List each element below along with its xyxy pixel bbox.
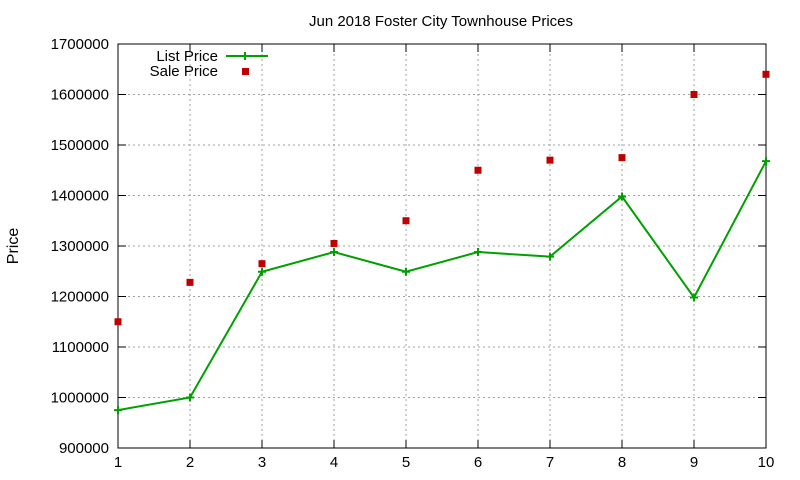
sale-price-point (762, 70, 770, 78)
list-price-line (117, 160, 767, 412)
y-tick-label: 1300000 (51, 238, 109, 255)
y-tick-label: 1700000 (51, 36, 109, 53)
grid (118, 44, 766, 448)
list-price-point (330, 248, 338, 257)
x-tick-label: 1 (114, 454, 122, 471)
y-tick-label: 1400000 (51, 188, 109, 205)
y-axis-label: Price (5, 228, 22, 265)
list-price-point (402, 267, 410, 276)
sale-price-point (402, 217, 410, 225)
y-tick-label: 1200000 (51, 289, 109, 306)
x-tick-label: 8 (618, 454, 626, 471)
sale-price-point (114, 318, 122, 326)
y-tick-label: 900000 (59, 440, 109, 457)
x-tick-label: 9 (690, 454, 698, 471)
legend-label-sale-price: Sale Price (150, 63, 218, 80)
x-tick-label: 5 (402, 454, 410, 471)
x-tick-label: 7 (546, 454, 554, 471)
sale-price-point (186, 278, 194, 286)
list-price-point (690, 293, 698, 302)
sale-price-point (546, 156, 554, 164)
x-tick-label: 2 (186, 454, 194, 471)
y-tick-label: 1500000 (51, 137, 109, 154)
x-tick-label: 4 (330, 454, 338, 471)
sale-price-point (330, 239, 338, 247)
list-price-point (114, 406, 122, 415)
legend-marker-sale-price (242, 68, 249, 75)
list-price-point (546, 252, 554, 261)
x-tick-label: 10 (758, 454, 775, 471)
sale-price-point (258, 260, 266, 268)
legend-marker-list-price (241, 52, 249, 60)
list-price-point (258, 267, 266, 276)
legend: List Price Sale Price (150, 48, 268, 80)
y-tick-label: 1600000 (51, 87, 109, 104)
sale-price-point (474, 166, 482, 174)
sale-price-point (690, 91, 698, 98)
y-tick-label: 1000000 (51, 390, 109, 407)
list-price-point (186, 393, 194, 402)
y-tick-label: 1100000 (52, 339, 109, 356)
x-tick-label: 6 (474, 454, 482, 471)
series-layer (114, 70, 770, 415)
list-price-point (618, 192, 626, 201)
chart-title: Jun 2018 Foster City Townhouse Prices (309, 13, 573, 30)
sale-price-point (618, 154, 626, 162)
axis-ticks: 900000 1000000 1100000 1200000 1300000 140000… (51, 36, 775, 471)
list-price-point (474, 248, 482, 257)
list-price-point (762, 157, 770, 166)
legend-label-list-price: List Price (156, 48, 218, 65)
x-tick-label: 3 (258, 454, 266, 471)
